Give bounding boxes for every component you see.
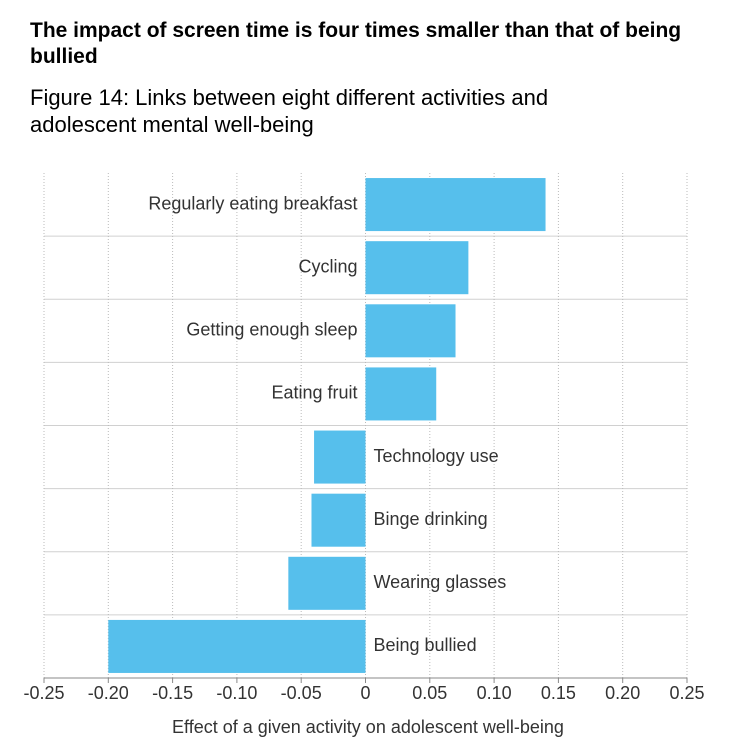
bar [288,556,366,610]
chart-title: The impact of screen time is four times … [30,19,682,68]
category-label: Technology use [374,446,499,466]
x-tick-label: 0.15 [541,683,576,703]
category-label: Being bullied [374,635,477,655]
x-tick-label: 0.20 [605,683,640,703]
bar [365,178,546,232]
x-tick-label: 0.25 [669,683,704,703]
category-label: Regularly eating breakfast [148,193,357,213]
x-tick-label: -0.10 [216,683,257,703]
x-tick-label: -0.20 [88,683,129,703]
category-label: Binge drinking [374,509,488,529]
bar [108,619,366,673]
x-tick-label: -0.05 [281,683,322,703]
bar [365,367,437,421]
bar [311,493,366,547]
bar [365,241,469,295]
x-axis-label: Effect of a given activity on adolescent… [172,717,564,737]
category-label: Cycling [298,256,357,276]
x-tick-label: 0 [360,683,370,703]
x-tick-label: 0.10 [477,683,512,703]
category-label: Wearing glasses [374,572,507,592]
bar [314,430,366,484]
category-label: Getting enough sleep [186,320,357,340]
category-label: Eating fruit [271,383,357,403]
x-tick-label: -0.15 [152,683,193,703]
x-tick-label: 0.05 [412,683,447,703]
chart-subtitle: Figure 14: Links between eight different… [30,85,549,137]
x-tick-label: -0.25 [23,683,64,703]
bar [365,304,456,358]
